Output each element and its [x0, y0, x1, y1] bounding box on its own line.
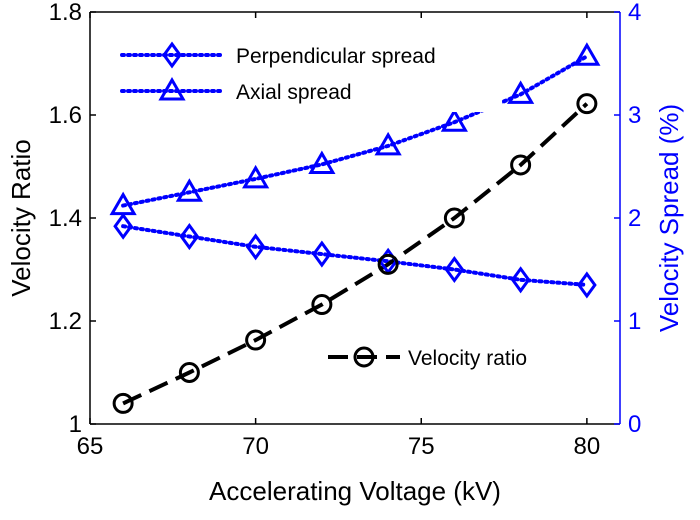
perpendicular-spread-point	[312, 240, 332, 268]
legend-upper: Perpendicular spread Axial spread	[112, 37, 502, 112]
perpendicular-spread-point	[245, 233, 266, 261]
x-tick-label: 65	[77, 433, 104, 460]
perpendicular-spread-point	[113, 212, 133, 240]
axial-spread-point	[440, 108, 468, 132]
legend-axial-marker	[158, 77, 186, 101]
y-left-tick-label: 1.8	[49, 0, 82, 26]
axis-ticks: 65 70 75 80 1 1.2 1.4 1.6 1.8 0 1 2 3 4	[49, 0, 642, 460]
velocity-ratio-point	[377, 253, 399, 275]
x-tick-label: 75	[408, 433, 435, 460]
axial-spread-point	[573, 42, 601, 66]
y-right-tick-label: 1	[628, 308, 641, 335]
perpendicular-spread-line	[121, 224, 589, 287]
legend-axial-label: Axial spread	[236, 81, 352, 104]
axial-spread-point	[507, 80, 535, 104]
legend-ratio-marker	[353, 346, 375, 368]
y-right-tick-label: 3	[628, 102, 641, 129]
series-markers	[109, 42, 601, 414]
x-axis-label: Accelerating Voltage (kV)	[209, 476, 501, 506]
velocity-ratio-point	[510, 154, 532, 176]
perpendicular-spread-point	[577, 271, 597, 299]
legend-perpendicular-label: Perpendicular spread	[236, 45, 436, 68]
velocity-ratio-point	[311, 294, 333, 316]
velocity-ratio-point	[112, 392, 134, 414]
y-right-axis-label: Velocity Spread (%)	[654, 104, 684, 332]
y-right-tick-label: 2	[628, 205, 641, 232]
perpendicular-spread-point	[179, 222, 200, 251]
x-tick-label: 70	[242, 433, 269, 460]
velocity-ratio-point	[576, 93, 598, 115]
legend-ratio-label: Velocity ratio	[408, 347, 527, 370]
axial-spread-point	[109, 191, 137, 216]
perpendicular-spread-point	[444, 255, 465, 284]
y-left-axis-label: Velocity Ratio	[6, 139, 36, 297]
y-left-tick-label: 1.4	[49, 205, 82, 232]
velocity-ratio-point	[178, 362, 200, 383]
perpendicular-spread-point	[510, 266, 531, 294]
axial-spread-point	[308, 150, 336, 174]
series-lines	[121, 54, 589, 406]
velocity-ratio-point	[443, 207, 465, 229]
y-left-tick-label: 1	[69, 411, 82, 438]
velocity-ratio-line	[122, 102, 589, 406]
y-right-tick-label: 0	[628, 411, 641, 438]
axial-spread-point	[374, 131, 402, 156]
velocity-ratio-point	[245, 329, 267, 351]
y-right-tick-label: 4	[628, 0, 641, 26]
y-left-tick-label: 1.2	[49, 308, 82, 335]
y-left-tick-label: 1.6	[49, 102, 82, 129]
legend-perpendicular-marker	[162, 41, 182, 69]
legend-lower: Velocity ratio	[318, 338, 610, 378]
axial-spread-point	[242, 164, 270, 189]
x-tick-label: 80	[574, 433, 601, 460]
axial-spread-line	[121, 54, 589, 208]
axial-spread-point	[175, 178, 203, 202]
